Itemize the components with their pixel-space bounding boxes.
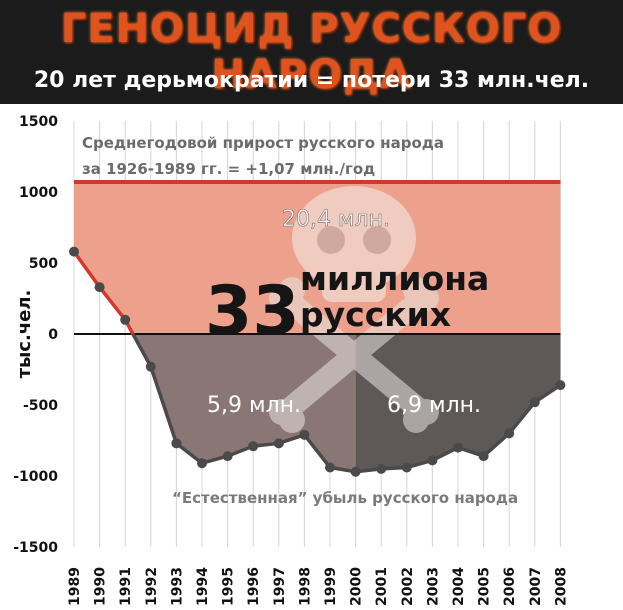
x-tick-label: 1994 (195, 567, 211, 606)
x-tick-label: 1998 (297, 567, 313, 606)
data-point-1997 (273, 438, 284, 449)
y-tick-label: 1000 (19, 185, 58, 201)
growth-segment (72, 250, 135, 335)
data-point-2003 (427, 455, 438, 466)
x-axis-ticks: 1989 1990 1991 1992 1993 1994 1995 1996 1997 1998… (67, 567, 569, 606)
data-line (72, 180, 562, 474)
data-point-1994 (197, 458, 207, 469)
header-banner: ГЕНОЦИД РУССКОГО НАРОДА 20 лет дерьмокра… (0, 0, 623, 104)
data-point-1989 (69, 246, 79, 257)
data-point-2001 (376, 463, 387, 474)
data-point-2005 (478, 451, 489, 462)
y-tick-label: -1000 (13, 469, 58, 485)
loss-right-value: 6,9 млн. (387, 393, 481, 418)
growth-area-value: 20,4 млн. (282, 207, 390, 232)
data-point-1995 (222, 451, 233, 462)
x-tick-label: 2000 (349, 567, 365, 606)
x-tick-label: 1990 (93, 567, 109, 606)
x-tick-label: 2003 (425, 567, 441, 606)
x-tick-label: 2007 (528, 567, 544, 606)
x-tick-label: 1992 (144, 567, 160, 606)
page-title: ГЕНОЦИД РУССКОГО НАРОДА (60, 6, 563, 98)
decline-segment (131, 333, 562, 474)
y-axis-ticks: 1500 1000 500 0 -500 -1000 -1500 (13, 114, 58, 556)
x-tick-label: 1996 (246, 567, 262, 606)
data-point-1990 (94, 282, 105, 293)
data-point-1993 (171, 438, 182, 449)
skull-crossbones-icon (269, 186, 439, 433)
y-axis-label: тыс.чел. (14, 290, 35, 379)
data-point-2007 (529, 397, 540, 408)
y-tick-label: 0 (48, 327, 58, 343)
x-tick-label: 2002 (400, 567, 416, 606)
data-point-2002 (401, 462, 412, 473)
decline-note: “Естественная” убыль русского народа (172, 489, 518, 507)
data-point-2008 (555, 380, 566, 391)
big-text-line1: миллиона (300, 259, 489, 298)
data-point-1998 (299, 429, 310, 440)
data-point-2006 (504, 428, 515, 439)
x-tick-label: 2004 (451, 567, 467, 606)
y-tick-label: -500 (23, 398, 58, 414)
x-tick-label: 1999 (323, 567, 339, 606)
big-text-line2: русских (300, 295, 451, 334)
growth-note-line1: Среднегодовой прирост русского народа (82, 134, 444, 152)
data-point-1996 (248, 441, 259, 452)
x-tick-label: 2001 (374, 567, 390, 606)
x-tick-label: 1995 (221, 567, 237, 606)
loss-area-left (132, 334, 356, 472)
x-tick-label: 2006 (502, 567, 518, 606)
big-number: 33 (205, 272, 300, 351)
data-point-2000 (350, 466, 361, 477)
data-point-1999 (325, 462, 335, 473)
x-tick-label: 2008 (553, 567, 569, 606)
page-subtitle: 20 лет дерьмократии = потери 33 млн.чел. (33, 68, 590, 93)
population-chart: Среднегодовой прирост русского народа за… (13, 114, 569, 606)
x-tick-label: 1993 (169, 567, 185, 606)
loss-left-value: 5,9 млн. (207, 393, 301, 418)
x-tick-label: 1997 (272, 567, 288, 606)
x-tick-label: 1991 (118, 567, 134, 606)
x-tick-label: 2005 (477, 567, 493, 606)
y-tick-label: 500 (29, 256, 58, 272)
growth-note-line2: за 1926-1989 гг. = +1,07 млн./год (82, 160, 375, 178)
data-point-2004 (453, 442, 463, 453)
loss-area-right (355, 334, 561, 472)
x-tick-label: 1989 (67, 567, 83, 606)
data-points (69, 246, 566, 477)
data-point-1991 (120, 314, 131, 325)
data-point-1992 (145, 361, 156, 372)
y-tick-label: 1500 (19, 114, 58, 130)
y-tick-label: -1500 (13, 540, 58, 556)
